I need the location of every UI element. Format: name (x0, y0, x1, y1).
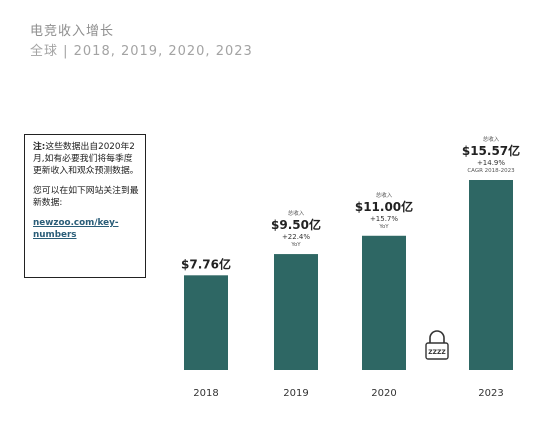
lock-icon: ZZZZ (425, 330, 449, 360)
bar-2023 (469, 180, 513, 370)
growth-label: +22.4% (282, 233, 310, 241)
bar-2018 (184, 275, 228, 370)
note-link[interactable]: newzoo.com/key-numbers (33, 218, 119, 240)
page-subtitle: 全球 | 2018, 2019, 2020, 2023 (30, 44, 253, 59)
note-main: 这些数据出自2020年2月,如有必要我们将每季度更新收入和观众预测数据。 (33, 142, 139, 176)
value-label: $11.00亿 (355, 199, 413, 214)
lock-body (425, 342, 449, 360)
value-label: $7.76亿 (181, 256, 231, 271)
bar-note-label: CAGR 2018-2023 (467, 168, 515, 174)
x-tick-label: 2019 (283, 388, 308, 399)
value-label: $15.57亿 (462, 143, 520, 158)
bar-note-label: YoY (290, 242, 301, 248)
total-revenue-caption: 总收入 (288, 209, 305, 217)
page-title: 电竞收入增长 (30, 24, 115, 39)
growth-label: +15.7% (370, 215, 398, 223)
growth-label: +14.9% (477, 159, 505, 167)
value-label: $9.50亿 (271, 217, 321, 232)
bar-2019 (274, 254, 318, 370)
note-text-second: 您可以在如下网站关注到最新数据: (33, 186, 139, 208)
bar-note-label: YoY (378, 224, 389, 230)
bar-2020 (362, 235, 406, 370)
total-revenue-caption: 总收入 (376, 191, 393, 199)
note-prefix: 注: (33, 142, 46, 152)
lock-label: ZZZZ (428, 349, 446, 356)
lock-shackle (429, 330, 445, 344)
x-tick-label: 2018 (193, 388, 218, 399)
note-text: 注:这些数据出自2020年2月,如有必要我们将每季度更新收入和观众预测数据。 (33, 141, 139, 177)
x-tick-label: 2023 (478, 388, 503, 399)
x-tick-label: 2020 (371, 388, 396, 399)
total-revenue-caption: 总收入 (483, 135, 500, 143)
note-box: 注:这些数据出自2020年2月,如有必要我们将每季度更新收入和观众预测数据。 您… (24, 134, 146, 278)
